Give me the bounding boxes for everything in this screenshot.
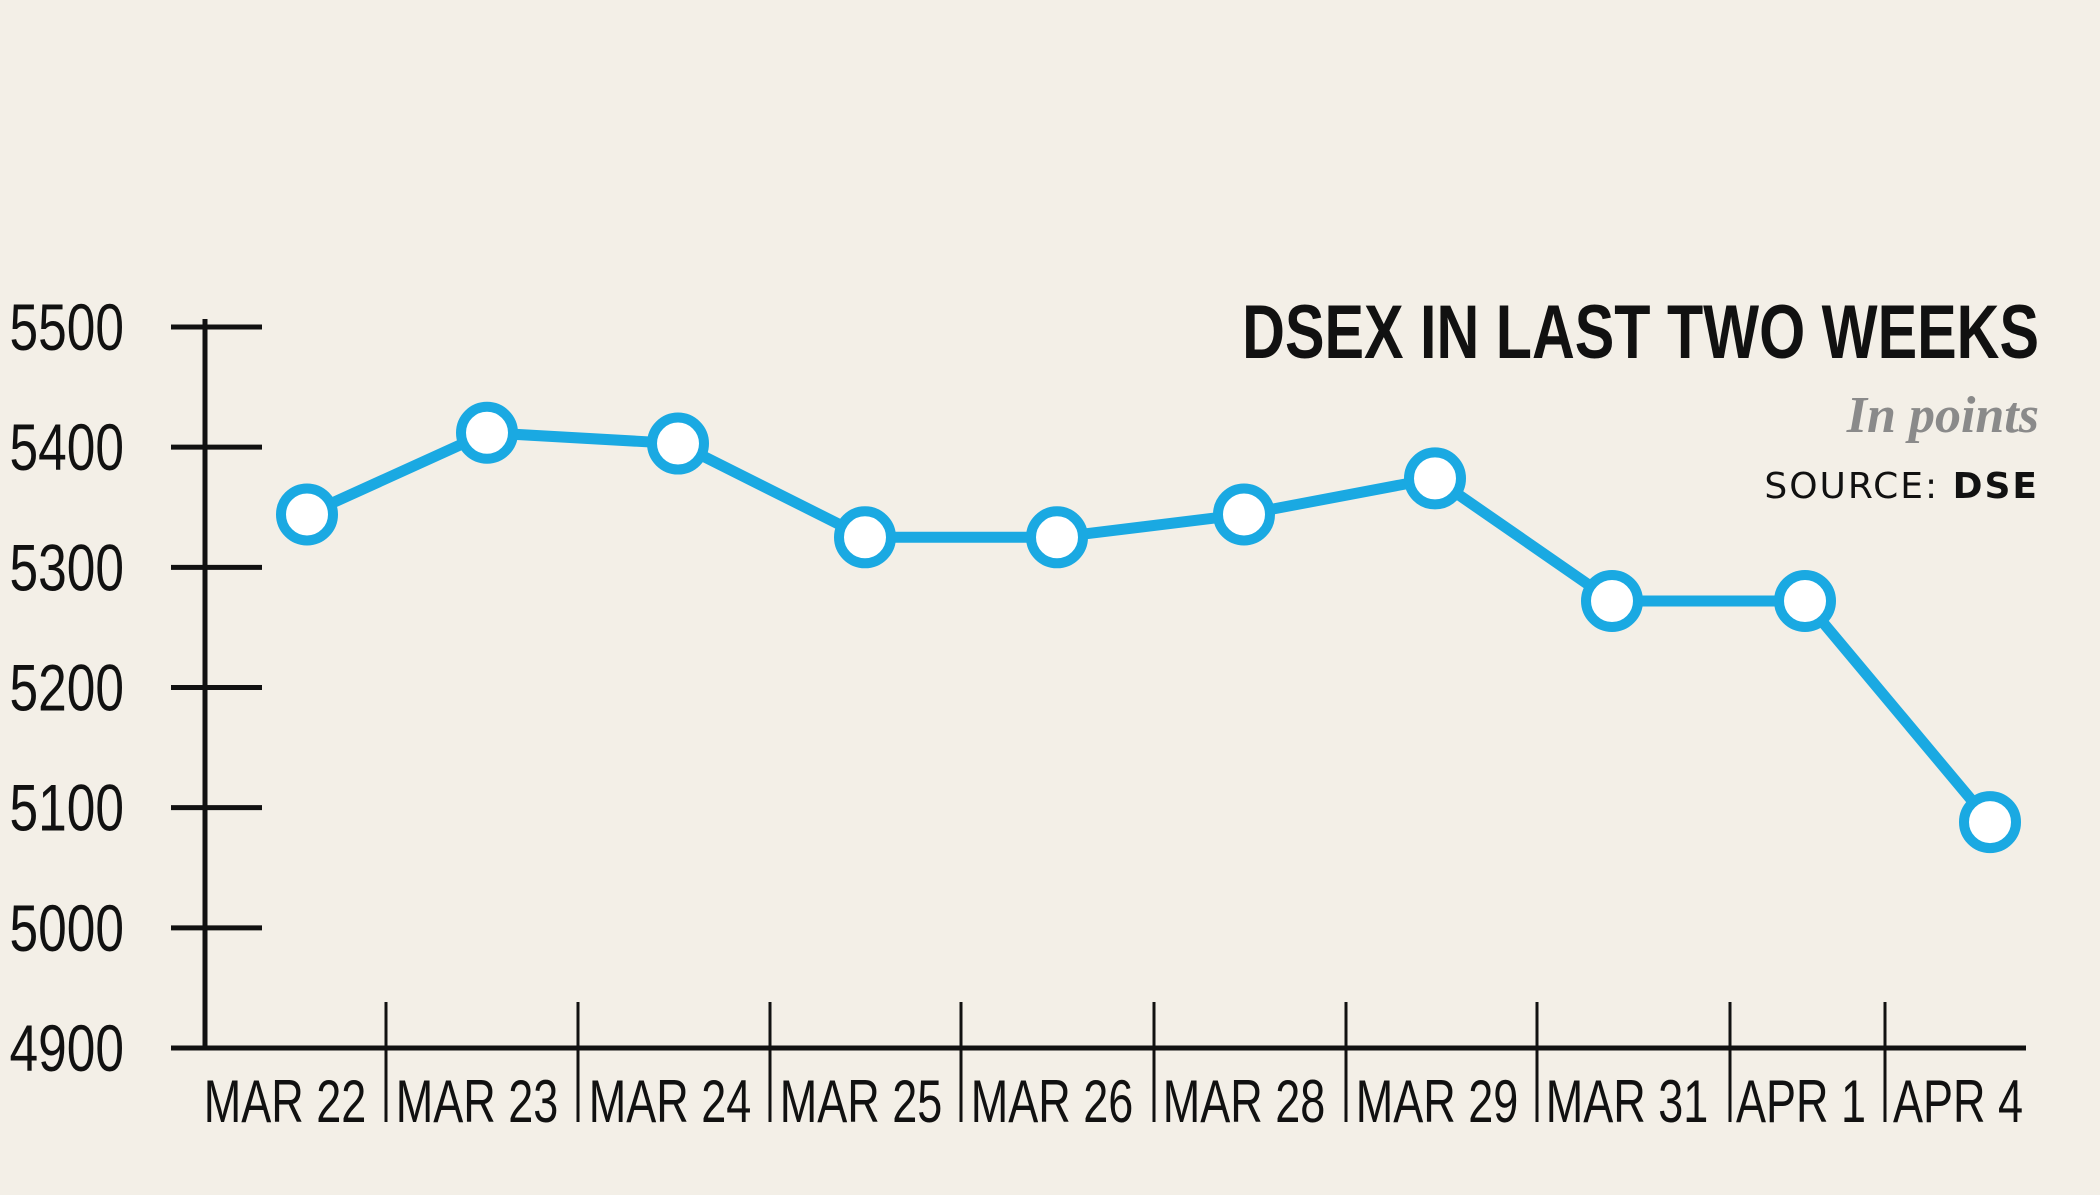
data-point xyxy=(276,483,338,546)
y-tick-label: 5300 xyxy=(10,530,124,605)
y-tick-label: 5400 xyxy=(10,410,124,485)
data-line xyxy=(304,427,1995,826)
source-label: SOURCE: xyxy=(1764,466,1939,507)
y-tick-label: 4900 xyxy=(10,1011,124,1086)
data-point xyxy=(1959,791,2021,854)
data-point xyxy=(1581,569,1643,632)
chart-title: DSEX IN LAST TWO WEEKS xyxy=(1242,290,2039,375)
x-tick-label: APR 1 xyxy=(1736,1069,1866,1136)
data-point xyxy=(456,401,518,464)
x-tick-label: MAR 29 xyxy=(1356,1069,1519,1136)
source: SOURCE: DSE xyxy=(1764,466,2039,507)
y-tick-label: 5500 xyxy=(10,290,124,365)
y-tick-label: 5100 xyxy=(10,770,124,845)
data-point xyxy=(647,412,709,475)
data-point xyxy=(1213,483,1275,546)
data-point xyxy=(1774,569,1836,632)
data-point xyxy=(1026,506,1088,569)
x-tick-label: MAR 26 xyxy=(971,1069,1134,1136)
data-point xyxy=(1404,447,1466,510)
data-point xyxy=(834,506,896,569)
x-tick-label: APR 4 xyxy=(1893,1069,2023,1136)
x-tick-label: MAR 24 xyxy=(589,1069,752,1136)
x-tick-label: MAR 25 xyxy=(780,1069,943,1136)
y-tick-label: 5000 xyxy=(10,891,124,966)
x-tick-label: MAR 22 xyxy=(204,1069,367,1136)
chart-subtitle: In points xyxy=(1846,387,2039,444)
x-tick-label: MAR 28 xyxy=(1163,1069,1326,1136)
x-tick-label: MAR 23 xyxy=(396,1069,559,1136)
source-name: DSE xyxy=(1953,466,2039,507)
x-tick-label: MAR 31 xyxy=(1546,1069,1709,1136)
y-tick-label: 5200 xyxy=(10,650,124,725)
